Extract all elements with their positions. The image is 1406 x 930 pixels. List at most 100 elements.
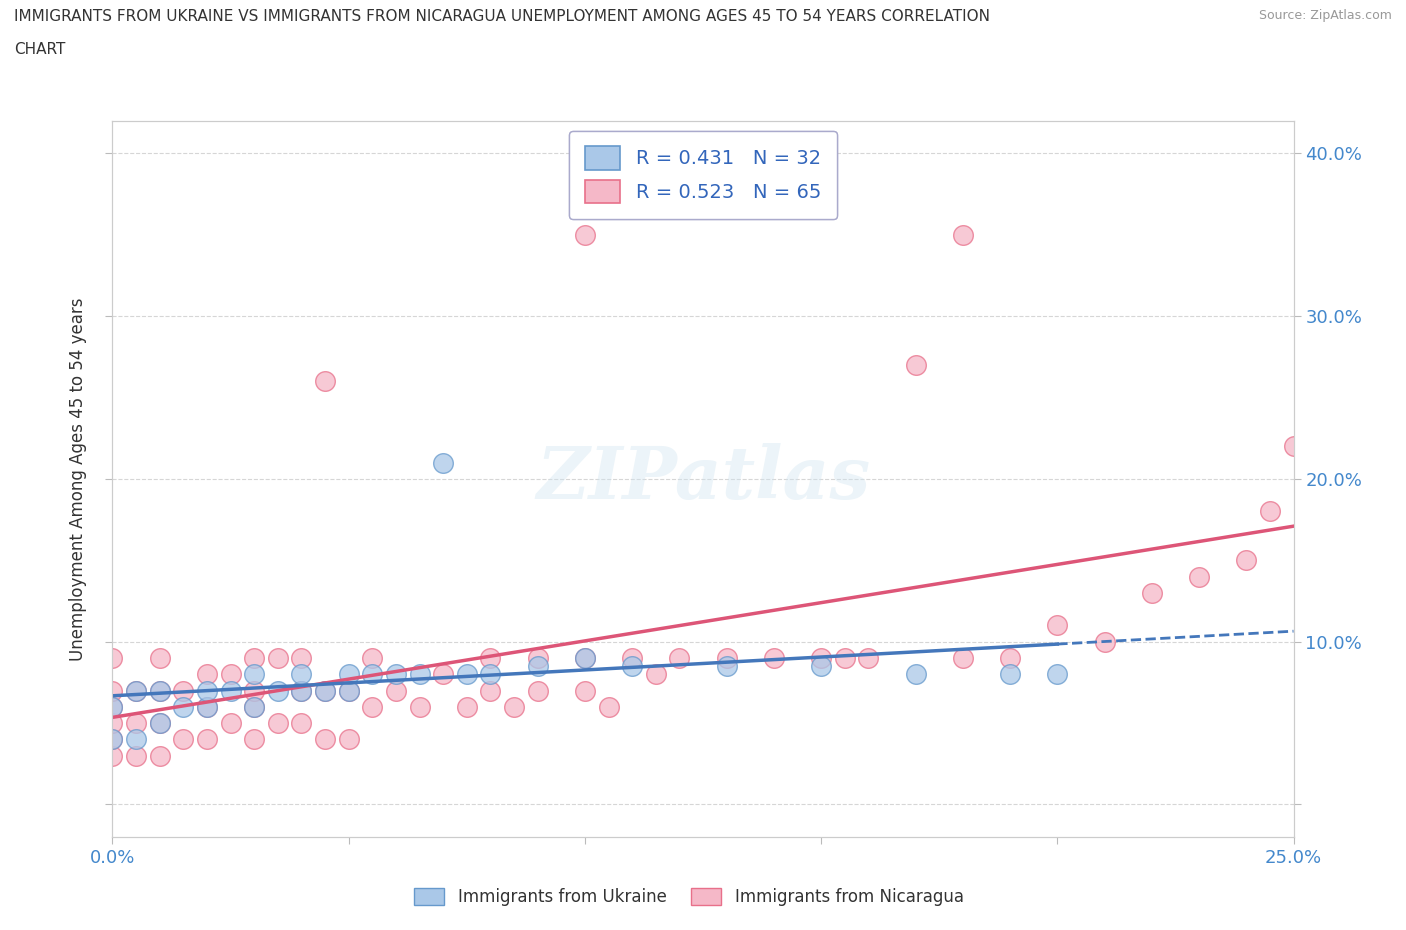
Point (290, 651, 312, 666)
Point (1282, 439, 1305, 454)
Point (361, 651, 384, 666)
Point (149, 716, 172, 731)
Point (125, 732, 148, 747)
Point (479, 683, 502, 698)
Point (101, 651, 124, 666)
Point (904, 667, 927, 682)
Point (149, 716, 172, 731)
Point (290, 683, 312, 698)
Point (243, 667, 266, 682)
Point (195, 699, 218, 714)
Point (337, 683, 360, 698)
Point (219, 716, 242, 731)
Point (219, 683, 242, 698)
Point (195, 667, 218, 682)
Point (810, 658, 832, 673)
Point (101, 699, 124, 714)
Point (149, 683, 172, 698)
Point (314, 683, 336, 698)
Point (101, 732, 124, 747)
Legend: Immigrants from Ukraine, Immigrants from Nicaragua: Immigrants from Ukraine, Immigrants from… (408, 881, 970, 912)
Y-axis label: Unemployment Among Ages 45 to 54 years: Unemployment Among Ages 45 to 54 years (69, 298, 87, 660)
Point (149, 748, 172, 763)
Point (574, 683, 596, 698)
Point (574, 651, 596, 666)
Point (290, 716, 312, 731)
Point (101, 748, 124, 763)
Point (456, 699, 478, 714)
Point (314, 374, 336, 389)
Point (1234, 552, 1257, 567)
Point (290, 667, 312, 682)
Point (904, 357, 927, 372)
Point (172, 732, 194, 747)
Point (998, 667, 1021, 682)
Point (526, 658, 548, 673)
Point (243, 699, 266, 714)
Legend: R = 0.431   N = 32, R = 0.523   N = 65: R = 0.431 N = 32, R = 0.523 N = 65 (569, 130, 837, 219)
Point (503, 699, 526, 714)
Point (243, 699, 266, 714)
Point (1046, 618, 1069, 633)
Point (668, 651, 690, 666)
Point (243, 732, 266, 747)
Text: ZIPatlas: ZIPatlas (536, 444, 870, 514)
Point (385, 683, 408, 698)
Point (101, 699, 124, 714)
Point (479, 651, 502, 666)
Point (456, 667, 478, 682)
Point (267, 683, 290, 698)
Point (385, 667, 408, 682)
Point (1258, 504, 1281, 519)
Point (290, 683, 312, 698)
Point (101, 732, 124, 747)
Point (408, 699, 430, 714)
Text: Source: ZipAtlas.com: Source: ZipAtlas.com (1258, 9, 1392, 22)
Text: IMMIGRANTS FROM UKRAINE VS IMMIGRANTS FROM NICARAGUA UNEMPLOYMENT AMONG AGES 45 : IMMIGRANTS FROM UKRAINE VS IMMIGRANTS FR… (14, 9, 990, 24)
Point (834, 651, 856, 666)
Point (1188, 569, 1211, 584)
Point (810, 651, 832, 666)
Point (621, 658, 644, 673)
Point (1140, 586, 1163, 601)
Point (526, 683, 548, 698)
Point (195, 683, 218, 698)
Point (337, 732, 360, 747)
Point (432, 667, 454, 682)
Point (172, 683, 194, 698)
Point (243, 683, 266, 698)
Point (1094, 634, 1116, 649)
Point (858, 651, 880, 666)
Point (337, 667, 360, 682)
Point (574, 651, 596, 666)
Point (219, 667, 242, 682)
Point (432, 455, 454, 470)
Point (125, 683, 148, 698)
Point (361, 667, 384, 682)
Point (125, 748, 148, 763)
Text: CHART: CHART (14, 42, 66, 57)
Point (716, 651, 738, 666)
Point (267, 716, 290, 731)
Point (125, 716, 148, 731)
Point (101, 716, 124, 731)
Point (337, 683, 360, 698)
Point (952, 227, 974, 242)
Point (621, 651, 644, 666)
Point (526, 651, 548, 666)
Point (101, 683, 124, 698)
Point (1046, 667, 1069, 682)
Point (125, 683, 148, 698)
Point (716, 658, 738, 673)
Point (361, 699, 384, 714)
Point (408, 667, 430, 682)
Point (243, 651, 266, 666)
Point (195, 732, 218, 747)
Point (314, 683, 336, 698)
Point (952, 651, 974, 666)
Point (195, 699, 218, 714)
Point (644, 667, 666, 682)
Point (149, 651, 172, 666)
Point (314, 732, 336, 747)
Point (998, 651, 1021, 666)
